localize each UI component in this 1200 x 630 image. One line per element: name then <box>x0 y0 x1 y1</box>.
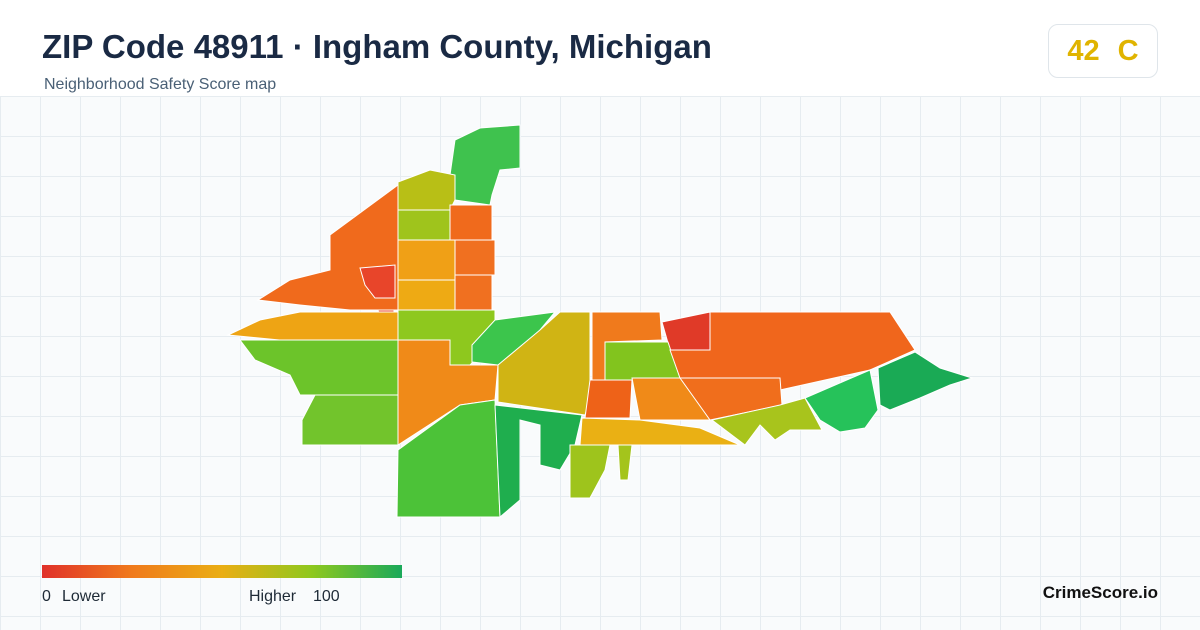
region <box>569 444 611 499</box>
legend-min-label: Lower <box>62 588 106 605</box>
region <box>454 274 493 311</box>
region <box>579 417 741 446</box>
region <box>584 379 633 419</box>
region <box>397 279 456 311</box>
subtitle: Neighborhood Safety Score map <box>44 76 277 93</box>
region <box>397 239 456 281</box>
region <box>804 369 879 433</box>
region <box>494 404 583 519</box>
region <box>239 339 399 396</box>
region <box>397 339 499 446</box>
title: ZIP Code 48911 · Ingham County, Michigan <box>42 28 712 65</box>
legend-gradient <box>42 565 402 578</box>
region <box>497 311 591 416</box>
region <box>604 341 681 381</box>
region <box>359 264 396 299</box>
region <box>617 444 633 481</box>
region <box>877 351 974 411</box>
score-badge: 42 C <box>1048 24 1158 78</box>
region <box>301 394 399 446</box>
region <box>449 204 493 241</box>
region <box>397 169 456 211</box>
region <box>710 397 823 446</box>
brand: CrimeScore.io <box>1042 583 1158 602</box>
legend-max-label: Higher <box>249 588 297 605</box>
score-value: 42 <box>1067 34 1100 67</box>
legend-max: 100 <box>313 588 340 605</box>
region <box>397 209 451 241</box>
region <box>449 124 521 206</box>
legend-min: 0 <box>42 588 51 605</box>
score-grade: C <box>1117 34 1139 67</box>
region <box>454 239 496 276</box>
region <box>226 311 399 343</box>
